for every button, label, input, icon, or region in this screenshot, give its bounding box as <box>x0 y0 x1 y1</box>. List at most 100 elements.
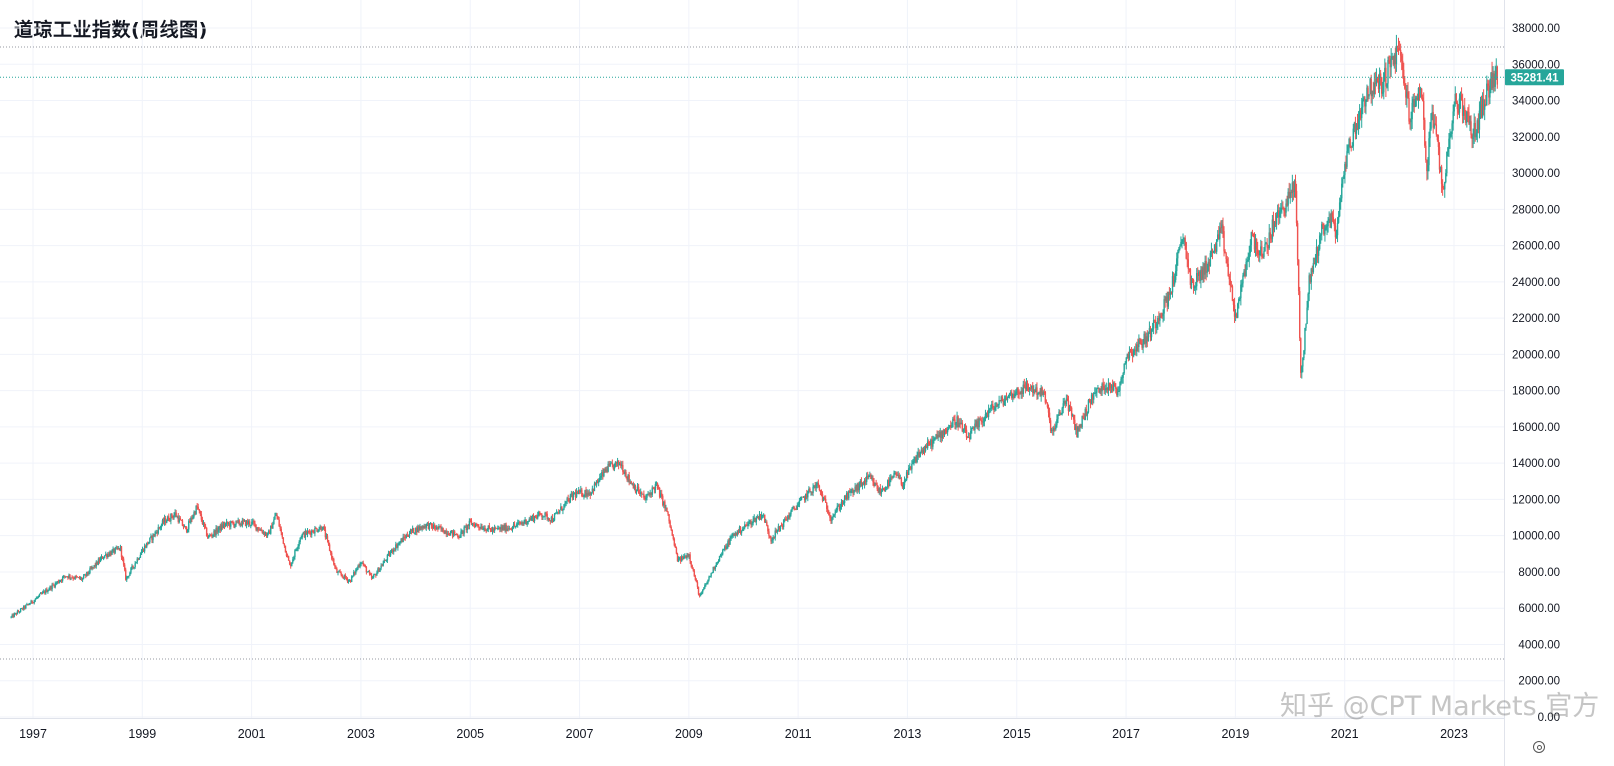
candle-body <box>1464 107 1466 113</box>
candle-body <box>879 487 882 494</box>
candle-body <box>117 548 120 549</box>
candle-body <box>671 529 673 536</box>
candle-body <box>133 567 135 568</box>
candle-body <box>962 429 965 432</box>
candle-body <box>1329 218 1331 228</box>
candle-body <box>914 457 916 461</box>
candle-body <box>1409 121 1411 123</box>
candle-body <box>1147 332 1150 342</box>
candle-body <box>52 584 54 586</box>
candle-body <box>912 461 914 464</box>
candle-body <box>1266 243 1268 248</box>
candle-body <box>765 522 767 523</box>
candle-body <box>1300 338 1302 373</box>
candle-body <box>1460 95 1463 100</box>
candle-body <box>387 553 390 555</box>
candle-body <box>992 404 994 407</box>
candle-body <box>1328 218 1330 221</box>
candle-body <box>1127 353 1130 359</box>
candle-body <box>1462 107 1465 116</box>
candle-body <box>1048 412 1051 421</box>
candle-body <box>438 526 440 529</box>
candle-body <box>1080 425 1082 428</box>
candle-body <box>728 541 730 545</box>
candle-body <box>1316 247 1319 256</box>
candle-body <box>1242 275 1244 284</box>
candle-body <box>51 584 53 590</box>
candle-body <box>1404 83 1406 89</box>
candle-body <box>572 493 575 498</box>
candle-body <box>672 535 674 539</box>
candle-body <box>1356 124 1359 129</box>
candle-body <box>1414 99 1417 108</box>
last-price-badge <box>1505 69 1564 86</box>
x-axis[interactable]: 1997 1999 2001 2003 2005 2007 2009 2011 2013 2015… <box>0 718 1504 742</box>
candle-body <box>684 555 686 557</box>
candle-body <box>199 510 202 515</box>
candle-body <box>1373 82 1376 95</box>
candle-body <box>99 558 102 562</box>
candle-body <box>649 492 651 495</box>
candle-body <box>1176 258 1178 272</box>
candle-body <box>1377 81 1380 90</box>
candle-body <box>462 530 464 534</box>
candle-body <box>1351 146 1353 148</box>
candle-body <box>1246 261 1248 263</box>
candle-body <box>1248 253 1250 260</box>
candle-body <box>1067 400 1070 412</box>
candle-body <box>1317 249 1320 256</box>
candle-body <box>1480 104 1483 117</box>
candle-body <box>741 528 744 532</box>
y-axis[interactable]: 0.00 2000.00 4000.00 6000.00 8000.00 10000.00… <box>1504 0 1565 766</box>
candle-body <box>11 614 13 617</box>
candle-body <box>1151 328 1154 331</box>
settings-icon[interactable] <box>1533 741 1545 753</box>
candle-body <box>549 520 552 522</box>
candle-body <box>86 571 88 576</box>
candle-body <box>420 526 422 529</box>
candle-body <box>540 513 542 515</box>
candle-body <box>1012 393 1014 398</box>
candle-body <box>614 461 617 464</box>
candle-body <box>1258 254 1260 256</box>
candle-body <box>983 418 986 422</box>
candle-body <box>738 527 741 533</box>
candle-body <box>759 514 762 519</box>
candle-body <box>89 568 91 573</box>
candle-body <box>1272 219 1275 230</box>
candle-body <box>426 523 429 524</box>
candle-body <box>1407 92 1409 99</box>
candle-body <box>1059 411 1061 415</box>
candle-body <box>1433 123 1435 128</box>
candle-body <box>916 455 918 463</box>
candle-body <box>317 531 319 532</box>
candle-body <box>346 578 349 582</box>
candle-body <box>484 528 486 531</box>
candle-body <box>159 527 162 529</box>
candle-body <box>529 518 532 520</box>
candle-body <box>1060 413 1062 415</box>
candle-body <box>461 530 463 532</box>
candle-body <box>74 576 76 579</box>
candle-body <box>774 530 776 538</box>
candle-body <box>1215 239 1218 252</box>
candle-body <box>476 524 478 525</box>
candle-body <box>1102 383 1104 386</box>
candle-body <box>464 526 466 528</box>
candle-body <box>163 518 166 523</box>
candle-body <box>164 518 167 523</box>
candle-body <box>1123 363 1125 374</box>
candle-body <box>695 579 698 583</box>
candle-body <box>1425 145 1427 161</box>
candle-body <box>633 485 636 489</box>
candle-body <box>165 520 168 523</box>
candle-body <box>745 524 747 526</box>
candle-body <box>955 422 957 425</box>
candle-body <box>126 576 128 580</box>
candle-body <box>1406 92 1408 98</box>
candle-body <box>1304 327 1306 351</box>
candle-body <box>970 430 972 439</box>
candle-body <box>982 421 985 423</box>
candle-body <box>32 602 34 604</box>
